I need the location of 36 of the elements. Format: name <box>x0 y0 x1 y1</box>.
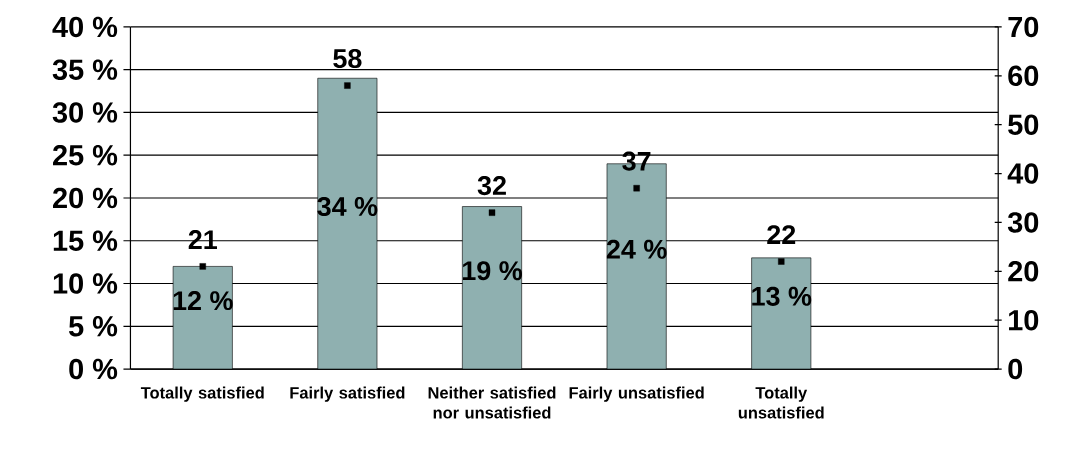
data-label: 13 % <box>752 286 812 306</box>
y-tick-label: 20 % <box>53 187 118 209</box>
point <box>633 185 640 192</box>
x-tick-label: Fairly unsatisfied <box>569 386 704 402</box>
point <box>488 209 496 216</box>
data-label: 24 % <box>606 239 667 259</box>
y2-tick-label: 50 <box>1008 114 1039 136</box>
y2-tick-label: 0 <box>1008 358 1023 380</box>
y-tick-label: 25 % <box>53 145 118 166</box>
data-label: 37 <box>622 151 651 171</box>
y-tick-label: 40 % <box>52 16 118 38</box>
y-tick-label: 35 % <box>52 59 118 81</box>
y-tick-label: 5 % <box>68 316 118 337</box>
y2-tick-label: 60 <box>1008 65 1039 87</box>
y2-tick-label: 30 <box>1007 212 1039 233</box>
data-label: 32 <box>477 176 506 196</box>
y2-tick-label: 10 <box>1009 310 1039 331</box>
x-tick-label: Fairly satisfied <box>290 386 405 402</box>
data-label: 58 <box>333 49 362 69</box>
data-label: 22 <box>767 225 796 245</box>
y2-tick-label: 70 <box>1008 16 1039 38</box>
y-tick-label: 0 % <box>69 358 118 380</box>
data-label: 19 % <box>463 261 522 281</box>
point <box>778 258 785 265</box>
y-tick-label: 10 % <box>53 273 118 294</box>
x-tick-label: Totally unsatisfied <box>738 386 824 419</box>
y2-tick-label: 20 <box>1008 261 1039 282</box>
data-label: 34 % <box>317 197 378 217</box>
y2-tick-label: 40 <box>1007 163 1039 184</box>
data-label: 12 % <box>173 291 233 311</box>
point <box>199 263 206 270</box>
x-tick-label: Neither satisfied nor unsatisfied <box>428 386 556 419</box>
y-tick-label: 30 % <box>52 102 118 123</box>
point <box>344 82 351 89</box>
x-tick-label: Totally satisfied <box>140 386 264 402</box>
y-tick-label: 15 % <box>53 230 118 252</box>
